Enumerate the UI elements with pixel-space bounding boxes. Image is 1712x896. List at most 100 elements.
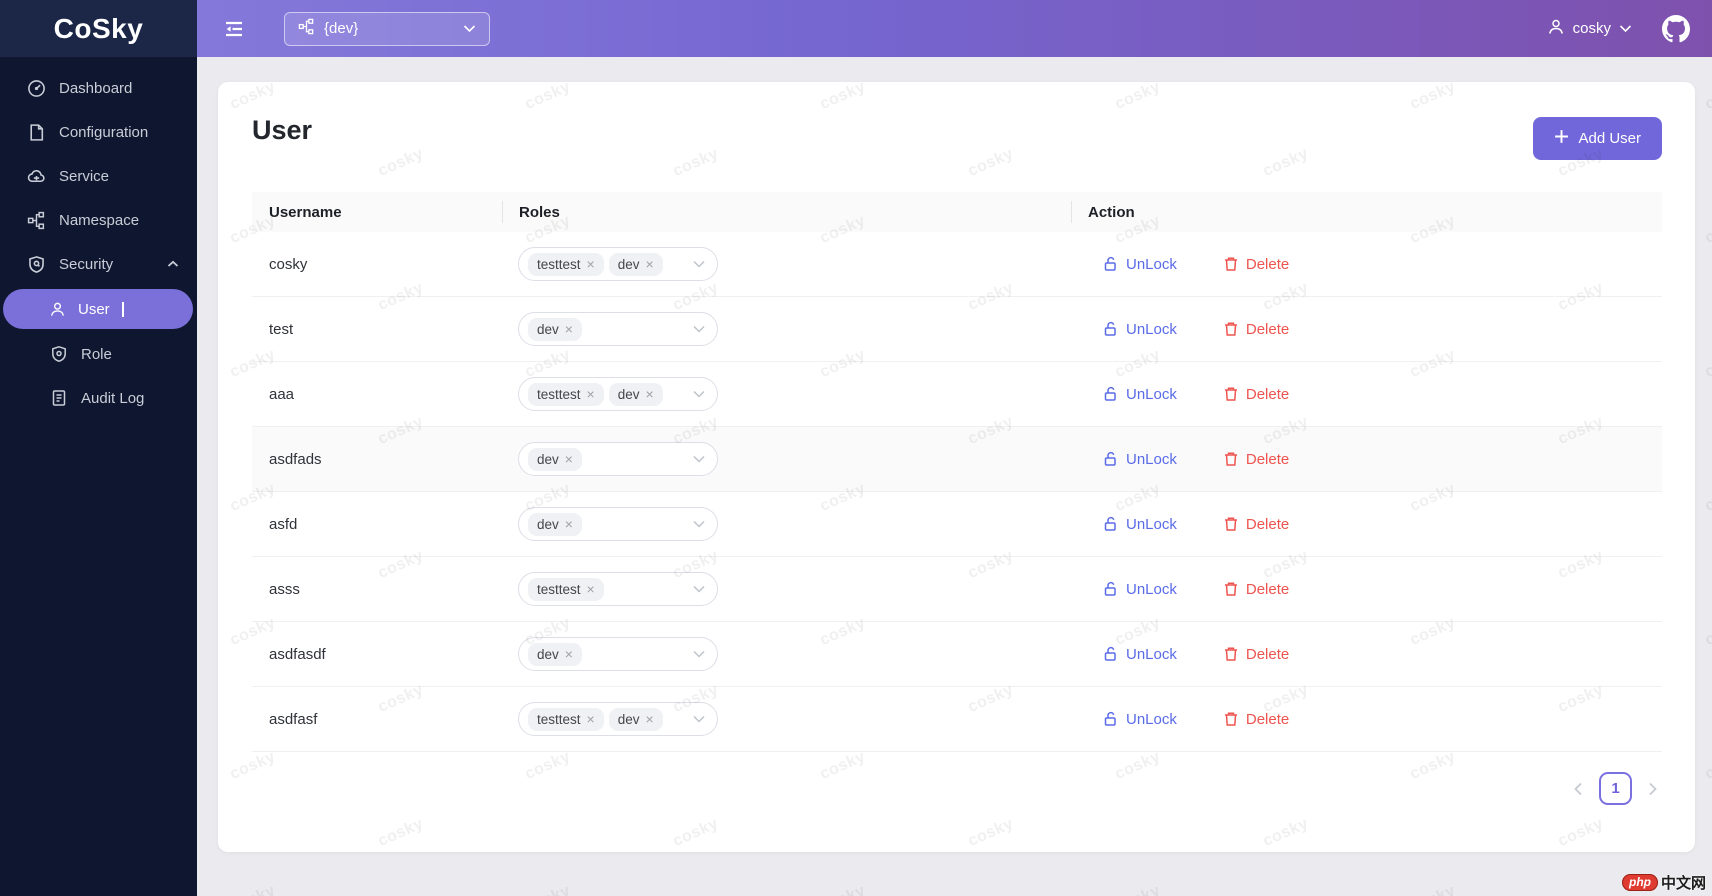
audit-log-icon <box>49 389 68 408</box>
sidebar-item-audit-log[interactable]: Audit Log <box>0 376 197 420</box>
remove-tag-icon[interactable]: × <box>645 711 654 727</box>
role-tag: testtest × <box>528 252 604 276</box>
action-cell: UnLock Delete <box>1071 451 1662 468</box>
delete-button[interactable]: Delete <box>1223 711 1289 728</box>
github-icon[interactable] <box>1662 14 1690 43</box>
role-tag: dev × <box>608 382 663 406</box>
unlock-button[interactable]: UnLock <box>1103 386 1177 403</box>
unlock-button[interactable]: UnLock <box>1103 516 1177 533</box>
username-cell: asdfads <box>269 450 322 468</box>
roles-select[interactable]: testtest × <box>518 572 718 606</box>
sidebar-item-namespace[interactable]: Namespace <box>0 198 197 242</box>
chevron-down-icon <box>693 325 705 333</box>
sidebar-item-label: User <box>78 300 110 318</box>
roles-select[interactable]: testtest × dev × <box>518 247 718 281</box>
unlock-icon <box>1104 256 1116 271</box>
delete-button[interactable]: Delete <box>1223 386 1289 403</box>
role-tag-label: dev <box>537 646 559 662</box>
remove-tag-icon[interactable]: × <box>564 516 573 532</box>
watermark-text: cosky <box>1702 78 1712 114</box>
remove-tag-icon[interactable]: × <box>564 321 573 337</box>
roles-cell: dev × <box>502 312 1071 346</box>
watermark-text: cosky <box>817 882 868 896</box>
delete-button[interactable]: Delete <box>1223 516 1289 533</box>
table-row: test dev × UnLock Delete <box>252 297 1662 362</box>
roles-select[interactable]: dev × <box>518 312 718 346</box>
delete-button[interactable]: Delete <box>1223 451 1289 468</box>
roles-select[interactable]: testtest × dev × <box>518 702 718 736</box>
chevron-up-icon <box>167 260 179 268</box>
role-tag-label: testtest <box>537 256 581 272</box>
remove-tag-icon[interactable]: × <box>645 256 654 272</box>
user-icon <box>48 300 67 319</box>
remove-tag-icon[interactable]: × <box>564 646 573 662</box>
delete-button[interactable]: Delete <box>1223 646 1289 663</box>
delete-label: Delete <box>1245 320 1290 338</box>
unlock-button[interactable]: UnLock <box>1103 581 1177 598</box>
sidebar-item-user[interactable]: User <box>3 289 193 329</box>
watermark-text: cosky <box>1112 882 1163 896</box>
unlock-button[interactable]: UnLock <box>1103 646 1177 663</box>
unlock-button[interactable]: UnLock <box>1103 256 1177 273</box>
php-cn-watermark: php 中文网 <box>1621 872 1706 893</box>
role-icon <box>49 345 68 364</box>
unlock-label: UnLock <box>1126 515 1177 533</box>
tags: dev × <box>523 317 582 341</box>
action-cell: UnLock Delete <box>1071 581 1662 598</box>
roles-cell: testtest × dev × <box>502 247 1071 281</box>
remove-tag-icon[interactable]: × <box>586 256 595 272</box>
remove-tag-icon[interactable]: × <box>586 386 595 402</box>
sidebar-nav: Dashboard Configuration Service Namespac… <box>0 57 197 420</box>
action-cell: UnLock Delete <box>1071 386 1662 403</box>
remove-tag-icon[interactable]: × <box>586 711 595 727</box>
roles-select[interactable]: testtest × dev × <box>518 377 718 411</box>
roles-cell: testtest × dev × <box>502 702 1071 736</box>
action-cell: UnLock Delete <box>1071 646 1662 663</box>
sidebar-item-service[interactable]: Service <box>0 154 197 198</box>
username-cell: asdfasf <box>269 710 318 728</box>
unlock-button[interactable]: UnLock <box>1103 711 1177 728</box>
namespace-select[interactable]: {dev} <box>284 11 490 46</box>
column-header-username: Username <box>269 203 342 221</box>
add-user-button[interactable]: Add User <box>1533 117 1662 160</box>
table-row: asdfads dev × UnLock Delete <box>252 427 1662 492</box>
unlock-icon <box>1104 516 1116 531</box>
delete-button[interactable]: Delete <box>1223 256 1289 273</box>
chevron-down-icon <box>463 20 476 37</box>
sidebar-item-role[interactable]: Role <box>0 332 197 376</box>
unlock-icon <box>1104 321 1116 336</box>
collapse-sidebar-button[interactable] <box>221 16 247 42</box>
pagination-page-1[interactable]: 1 <box>1599 772 1632 805</box>
roles-select[interactable]: dev × <box>518 442 718 476</box>
pagination-next-icon[interactable] <box>1647 782 1659 796</box>
remove-tag-icon[interactable]: × <box>564 451 573 467</box>
unlock-button[interactable]: UnLock <box>1103 451 1177 468</box>
unlock-button[interactable]: UnLock <box>1103 321 1177 338</box>
roles-select[interactable]: dev × <box>518 507 718 541</box>
tags: dev × <box>523 642 582 666</box>
chevron-down-icon <box>693 520 705 528</box>
dashboard-icon <box>27 79 46 98</box>
delete-button[interactable]: Delete <box>1223 321 1289 338</box>
user-menu[interactable]: cosky <box>1547 18 1632 40</box>
watermark-text: cosky <box>1702 346 1712 382</box>
table-row: asdfasdf dev × UnLock Delete <box>252 622 1662 687</box>
sidebar-item-dashboard[interactable]: Dashboard <box>0 66 197 110</box>
remove-tag-icon[interactable]: × <box>586 581 595 597</box>
main-content: User Add User Username Roles Action cosk… <box>197 57 1712 896</box>
trash-icon <box>1224 257 1237 271</box>
sidebar-item-security[interactable]: Security <box>0 242 197 286</box>
file-icon <box>27 123 46 142</box>
remove-tag-icon[interactable]: × <box>645 386 654 402</box>
watermark-text: cosky <box>1702 212 1712 248</box>
delete-label: Delete <box>1245 515 1290 533</box>
delete-button[interactable]: Delete <box>1223 581 1289 598</box>
roles-select[interactable]: dev × <box>518 637 718 671</box>
role-tag-label: testtest <box>537 386 581 402</box>
roles-cell: testtest × <box>502 572 1071 606</box>
delete-label: Delete <box>1245 645 1290 663</box>
sidebar-item-configuration[interactable]: Configuration <box>0 110 197 154</box>
role-tag: testtest × <box>528 577 604 601</box>
delete-label: Delete <box>1245 580 1290 598</box>
pagination-prev-icon[interactable] <box>1572 782 1584 796</box>
